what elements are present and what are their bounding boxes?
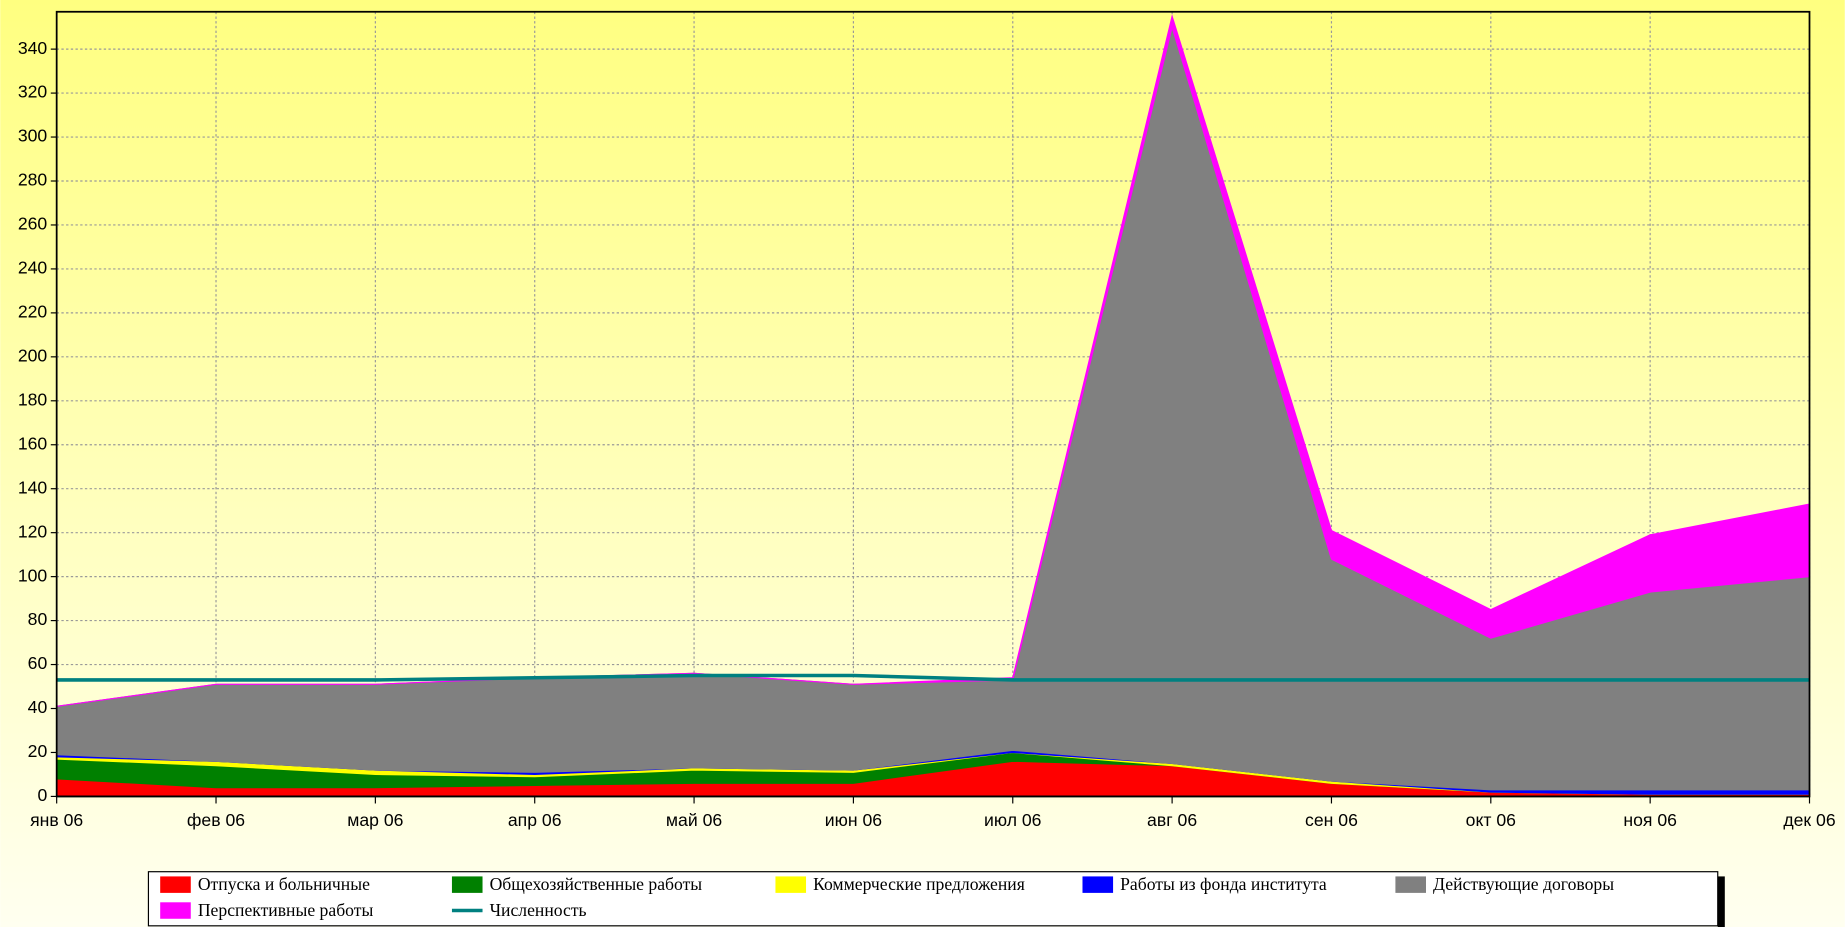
y-tick-label: 260 (18, 214, 48, 234)
x-tick-label: июл 06 (984, 810, 1042, 830)
y-tick-label: 240 (18, 258, 48, 278)
line (56, 673, 1810, 682)
x-tick-label: ноя 06 (1623, 810, 1677, 830)
legend-label: Численность (490, 900, 587, 920)
legend-label: Действующие договоры (1433, 874, 1614, 894)
legend-shadow (1717, 876, 1725, 927)
legend: Отпуска и больничные Общехозяйственные ра… (160, 874, 1614, 920)
x-tick-label: июн 06 (825, 810, 882, 830)
x-tick-label: янв 06 (30, 810, 83, 830)
legend-label: Отпуска и больничные (198, 874, 370, 894)
y-tick-label: 300 (18, 126, 48, 146)
legend-box (147, 871, 1719, 927)
x-tick-label: мар 06 (347, 810, 403, 830)
y-tick-label: 160 (18, 433, 48, 453)
plot-area (56, 11, 1811, 798)
legend-label: Перспективные работы (198, 900, 374, 920)
x-tick-label: фев 06 (187, 810, 245, 830)
y-tick-label: 40 (28, 697, 48, 717)
y-tick-label: 120 (18, 521, 48, 541)
y-tick-label: 220 (18, 302, 48, 322)
y-tick-label: 60 (28, 653, 48, 673)
legend-swatch (775, 876, 807, 893)
legend-swatch (160, 876, 191, 893)
y-tick-label: 320 (18, 82, 48, 102)
legend-label: Общехозяйственные работы (490, 874, 703, 894)
y-tick-label: 140 (18, 477, 48, 497)
x-tick-label: окт 06 (1466, 810, 1516, 830)
x-tick-label: авг 06 (1147, 810, 1197, 830)
x-tick-label: май 06 (666, 810, 722, 830)
y-tick-label: 180 (18, 389, 48, 409)
x-tick-label: сен 06 (1305, 810, 1358, 830)
legend-swatch (1082, 876, 1114, 893)
y-tick-label: 0 (37, 785, 47, 805)
y-tick-label: 280 (18, 170, 48, 190)
legend-swatch (1395, 876, 1426, 893)
y-tick-label: 20 (28, 741, 48, 761)
y-tick-label: 100 (18, 565, 48, 585)
x-tick-label: апр 06 (508, 810, 562, 830)
y-tick-label: 340 (18, 38, 48, 58)
y-tick-label: 80 (28, 609, 48, 629)
legend-label: Коммерческие предложения (813, 874, 1025, 894)
legend-swatch (451, 876, 483, 893)
y-tick-label: 200 (18, 345, 48, 365)
legend-swatch (160, 902, 191, 919)
legend-label: Работы из фонда института (1120, 874, 1327, 894)
x-tick-label: дек 06 (1783, 810, 1835, 830)
